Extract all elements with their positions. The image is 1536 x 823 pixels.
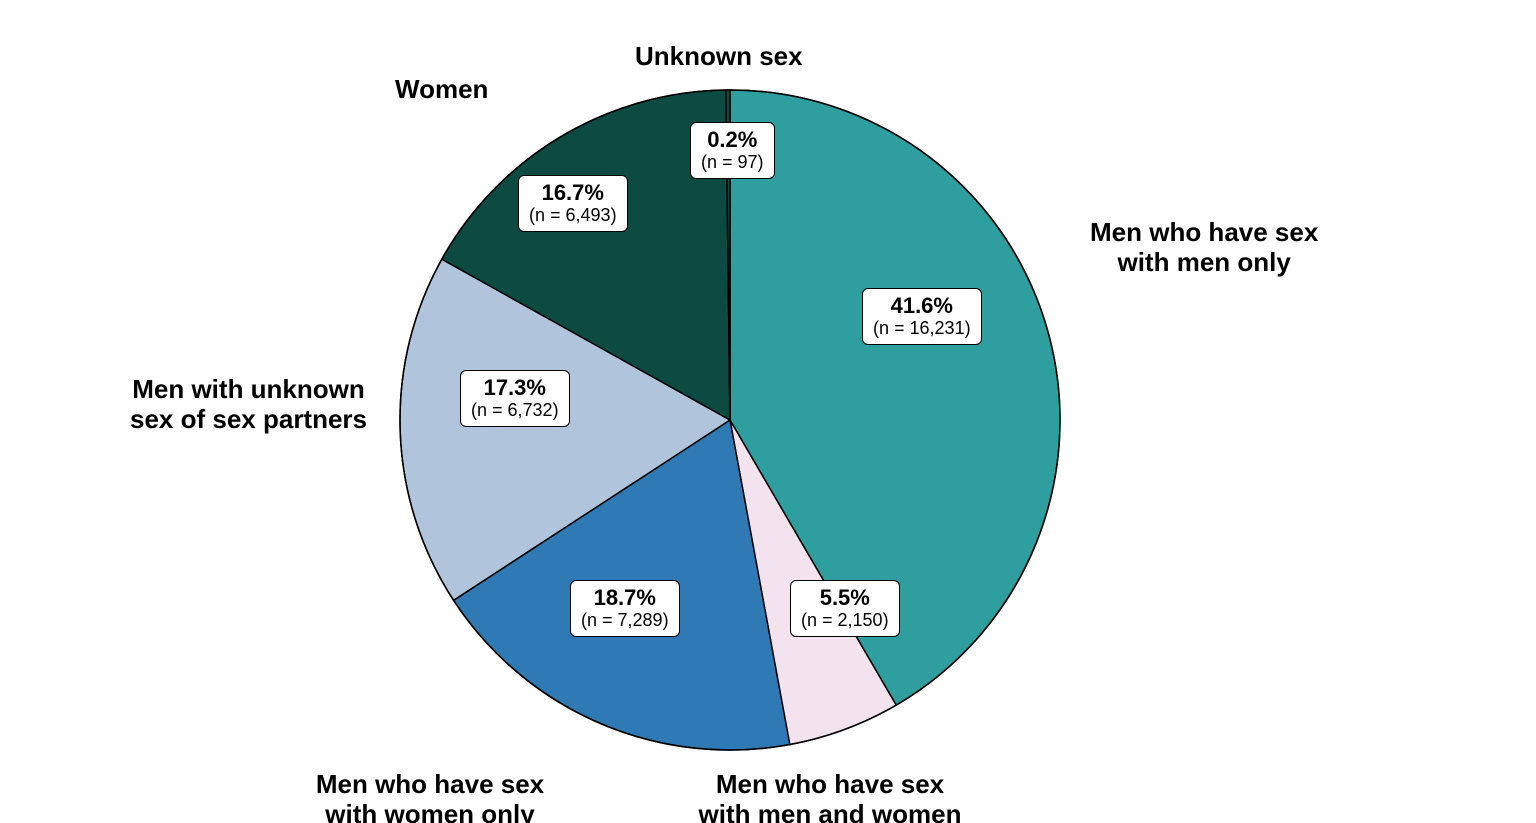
category-label-women: Women (395, 75, 488, 105)
pie-chart-container: Men who have sexwith men only41.6%(n = 1… (0, 0, 1536, 823)
percent-value: 17.3% (471, 375, 559, 400)
percent-value: 0.2% (701, 127, 764, 152)
category-label-line: Men who have sex (316, 770, 544, 800)
category-label-line: sex of sex partners (130, 405, 367, 435)
value-box-msm: 41.6%(n = 16,231) (862, 288, 982, 345)
percent-value: 18.7% (581, 585, 669, 610)
category-label-line: with men only (1090, 248, 1318, 278)
category-label-line: with men and women (699, 800, 962, 823)
n-value: (n = 97) (701, 152, 764, 173)
percent-value: 5.5% (801, 585, 889, 610)
category-label-line: Men with unknown (130, 375, 367, 405)
category-label-line: with women only (316, 800, 544, 823)
percent-value: 41.6% (873, 293, 971, 318)
category-label-line: Men who have sex (1090, 218, 1318, 248)
percent-value: 16.7% (529, 180, 617, 205)
category-label-line: Unknown sex (635, 42, 803, 72)
category-label-msmw: Men who have sexwith men and women (699, 770, 962, 823)
n-value: (n = 16,231) (873, 318, 971, 339)
value-box-unk_partners: 17.3%(n = 6,732) (460, 370, 570, 427)
category-label-line: Men who have sex (699, 770, 962, 800)
n-value: (n = 7,289) (581, 610, 669, 631)
value-box-msmw: 5.5%(n = 2,150) (790, 580, 900, 637)
n-value: (n = 2,150) (801, 610, 889, 631)
n-value: (n = 6,732) (471, 400, 559, 421)
value-box-msw: 18.7%(n = 7,289) (570, 580, 680, 637)
category-label-msm: Men who have sexwith men only (1090, 218, 1318, 278)
value-box-women: 16.7%(n = 6,493) (518, 175, 628, 232)
value-box-unk_sex: 0.2%(n = 97) (690, 122, 775, 179)
n-value: (n = 6,493) (529, 205, 617, 226)
category-label-unk_partners: Men with unknownsex of sex partners (130, 375, 367, 435)
category-label-msw: Men who have sexwith women only (316, 770, 544, 823)
category-label-unk_sex: Unknown sex (635, 42, 803, 72)
category-label-line: Women (395, 75, 488, 105)
